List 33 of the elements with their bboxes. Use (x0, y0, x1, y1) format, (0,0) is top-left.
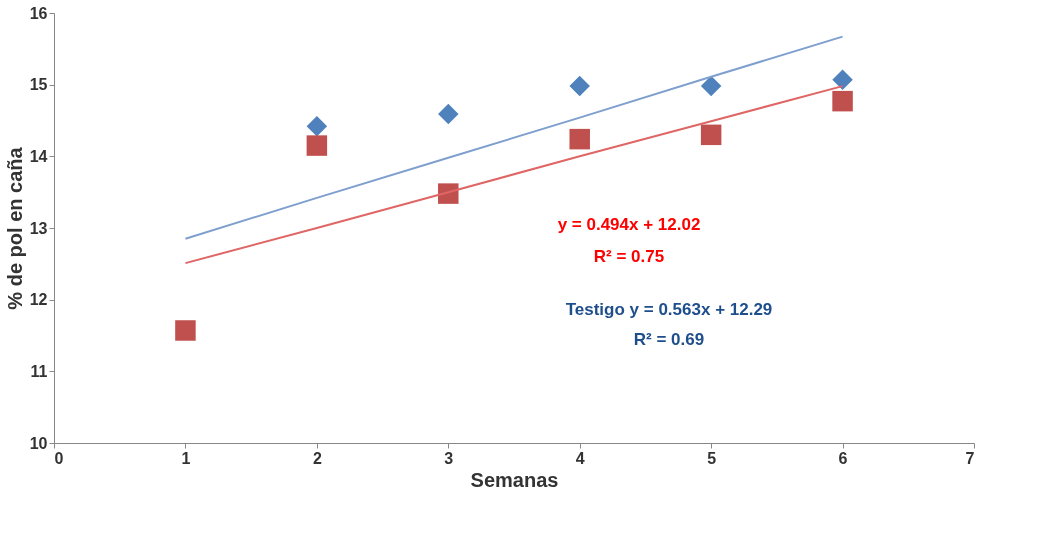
y-tick-label: 11 (30, 362, 48, 380)
y-tick-label: 16 (29, 4, 48, 22)
annotation: R² = 0.69 (633, 330, 705, 349)
annotation: Testigo y = 0.563x + 12.29 (565, 300, 773, 319)
y-tick-label: 12 (29, 291, 48, 309)
y-tick-label: 15 (29, 76, 48, 94)
point (700, 124, 722, 146)
y-axis-title: % de pol en caña (3, 146, 26, 310)
point (306, 115, 328, 137)
x-tick-label: 0 (54, 449, 64, 467)
annotation: R² = 0.75 (593, 247, 665, 266)
x-tick-label: 2 (312, 449, 322, 467)
point (175, 320, 196, 341)
point (438, 103, 459, 125)
line-series (184, 35, 844, 240)
annotation: y = 0.494x + 12.02 (557, 215, 701, 234)
point (832, 69, 853, 90)
point (306, 135, 328, 156)
x-tick-label: 4 (575, 449, 585, 467)
x-tick-label: 6 (838, 449, 848, 467)
x-tick-label: 3 (444, 449, 454, 467)
y-tick-label: 10 (29, 434, 48, 452)
point (438, 183, 459, 204)
point (569, 75, 590, 97)
point (700, 75, 722, 97)
y-tick-label: 14 (29, 147, 48, 165)
point (569, 128, 590, 150)
point (832, 90, 853, 112)
x-tick-label: 5 (707, 449, 717, 467)
x-axis-title: Semanas (470, 468, 559, 491)
y-tick-label: 13 (29, 219, 48, 237)
x-tick-label: 7 (965, 449, 975, 467)
x-tick-label: 1 (181, 449, 191, 467)
